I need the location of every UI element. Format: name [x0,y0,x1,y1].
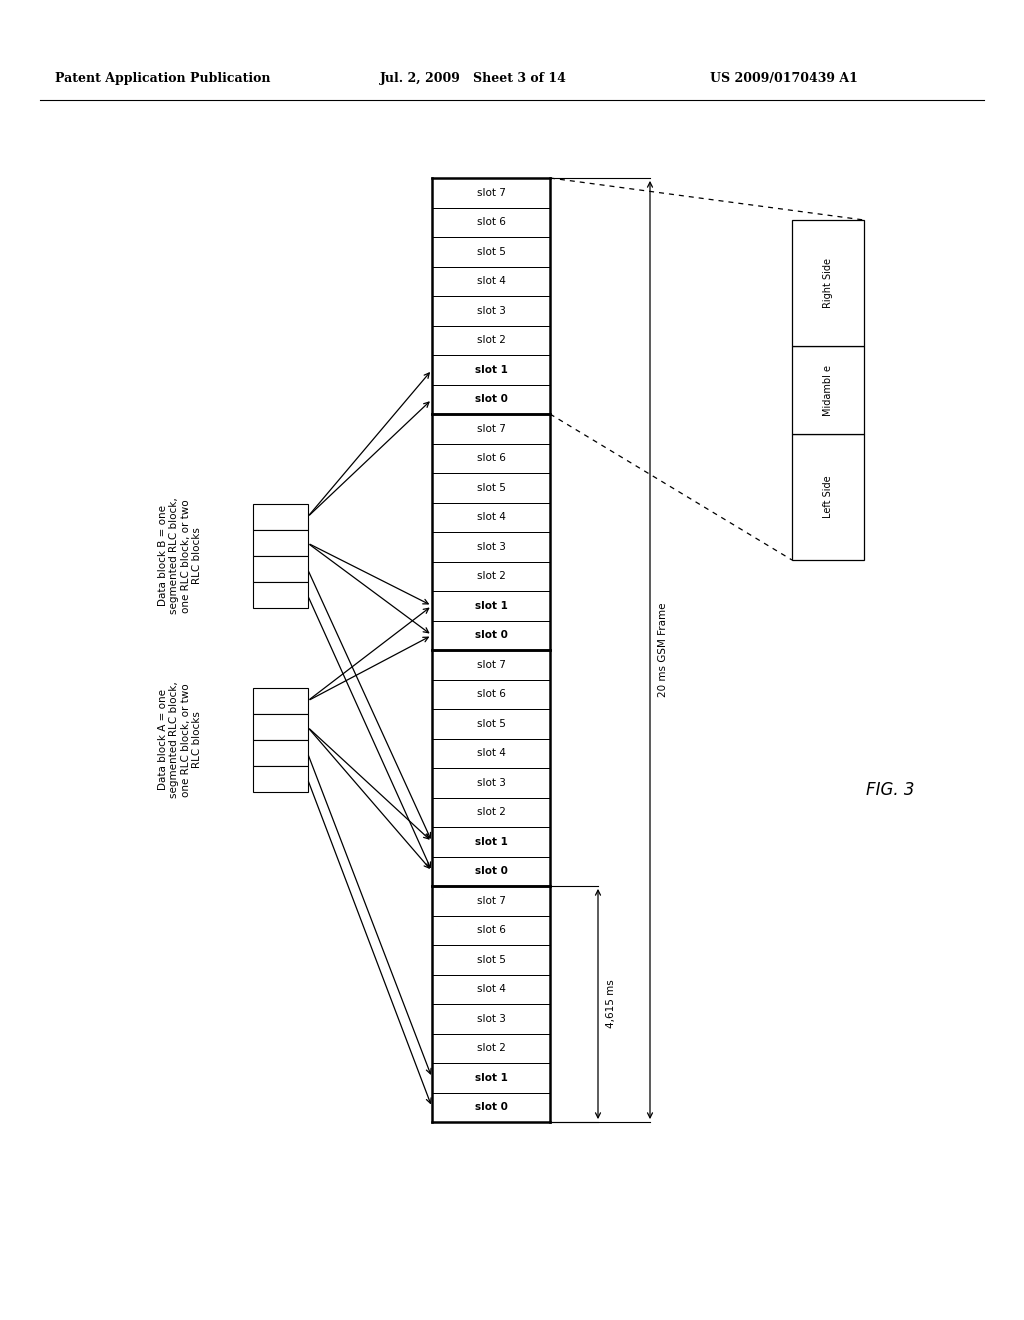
Text: Midambl e: Midambl e [823,364,833,416]
Bar [253,766,307,792]
Text: slot 3: slot 3 [476,777,506,788]
Bar [253,714,307,741]
Text: slot 7: slot 7 [476,896,506,906]
Text: slot 7: slot 7 [476,424,506,434]
Text: slot 4: slot 4 [476,276,506,286]
Text: slot 6: slot 6 [476,689,506,700]
Text: slot 2: slot 2 [476,572,506,581]
Text: Right Side: Right Side [823,257,833,308]
Bar [792,346,864,434]
Text: slot 5: slot 5 [476,483,506,492]
Text: slot 5: slot 5 [476,719,506,729]
Text: slot 5: slot 5 [476,247,506,257]
Text: 4,615 ms: 4,615 ms [606,979,616,1028]
Text: slot 3: slot 3 [476,306,506,315]
Bar [253,531,307,556]
Text: slot 0: slot 0 [474,630,508,640]
Text: slot 1: slot 1 [474,364,508,375]
Text: Data block B = one
segmented RLC block,
one RLC block, or two
RLC blocks: Data block B = one segmented RLC block, … [158,498,203,614]
Text: slot 6: slot 6 [476,925,506,936]
Text: slot 0: slot 0 [474,866,508,876]
Text: Patent Application Publication: Patent Application Publication [55,73,270,84]
Bar [253,582,307,609]
Text: slot 3: slot 3 [476,1014,506,1024]
Text: slot 0: slot 0 [474,395,508,404]
Text: slot 2: slot 2 [476,808,506,817]
Text: slot 6: slot 6 [476,218,506,227]
Bar [253,504,307,531]
Text: slot 1: slot 1 [474,1073,508,1082]
Bar [792,220,864,346]
Text: slot 7: slot 7 [476,660,506,669]
Text: slot 4: slot 4 [476,985,506,994]
Text: Left Side: Left Side [823,475,833,519]
Text: slot 5: slot 5 [476,954,506,965]
Text: slot 1: slot 1 [474,837,508,846]
Text: slot 4: slot 4 [476,748,506,758]
Text: Jul. 2, 2009   Sheet 3 of 14: Jul. 2, 2009 Sheet 3 of 14 [380,73,567,84]
Text: slot 3: slot 3 [476,541,506,552]
Bar [253,688,307,714]
Text: 20 ms GSM Frame: 20 ms GSM Frame [658,603,668,697]
Text: slot 1: slot 1 [474,601,508,611]
Text: slot 0: slot 0 [474,1102,508,1113]
Text: FIG. 3: FIG. 3 [865,781,914,799]
Bar [253,741,307,766]
Text: slot 6: slot 6 [476,453,506,463]
Text: slot 2: slot 2 [476,1043,506,1053]
Text: slot 4: slot 4 [476,512,506,523]
Bar [792,434,864,560]
Text: slot 7: slot 7 [476,187,506,198]
Text: US 2009/0170439 A1: US 2009/0170439 A1 [710,73,858,84]
Bar [253,556,307,582]
Text: Data block A = one
segmented RLC block,
one RLC block, or two
RLC blocks: Data block A = one segmented RLC block, … [158,681,203,799]
Text: slot 2: slot 2 [476,335,506,346]
